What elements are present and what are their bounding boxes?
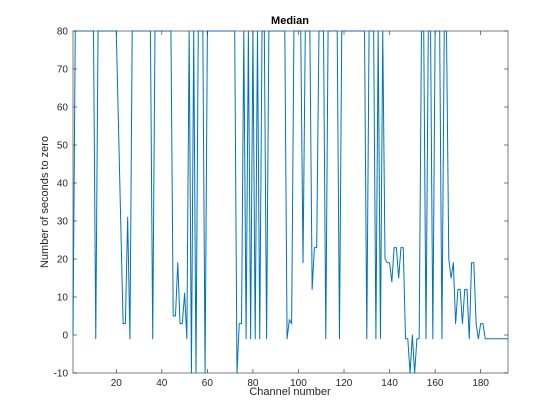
series-layer — [72, 30, 508, 374]
y-tick-label: 10 — [57, 293, 69, 304]
series-line-0 — [72, 30, 508, 374]
y-tick-label: -10 — [54, 369, 69, 380]
x-tick-label: 160 — [427, 378, 444, 389]
chart-title: Median — [271, 15, 309, 27]
y-tick-label: 40 — [57, 179, 69, 190]
x-tick-label: 80 — [247, 378, 259, 389]
x-tick-label: 180 — [472, 378, 489, 389]
y-tick-label: 50 — [57, 141, 69, 152]
x-tick-label: 40 — [156, 378, 168, 389]
y-tick-label: 30 — [57, 217, 69, 228]
y-tick-label: 20 — [57, 255, 69, 266]
x-tick-label: 120 — [336, 378, 353, 389]
x-tick-label: 60 — [202, 378, 214, 389]
tick-layer: 20 40 60 80 100 120 140 160 180 -10 0 10 20 30 40 50 60 7… — [54, 27, 508, 389]
x-axis-label: Channel number — [249, 386, 331, 398]
x-tick-label: 20 — [111, 378, 123, 389]
x-tick-label: 100 — [290, 378, 307, 389]
y-tick-label: 0 — [62, 331, 68, 342]
y-tick-label: 60 — [57, 103, 69, 114]
y-tick-label: 70 — [57, 65, 69, 76]
plot-area — [72, 30, 509, 374]
x-tick-label: 140 — [381, 378, 398, 389]
y-axis-label: Number of seconds to zero — [39, 136, 51, 268]
y-tick-label: 80 — [57, 27, 69, 38]
